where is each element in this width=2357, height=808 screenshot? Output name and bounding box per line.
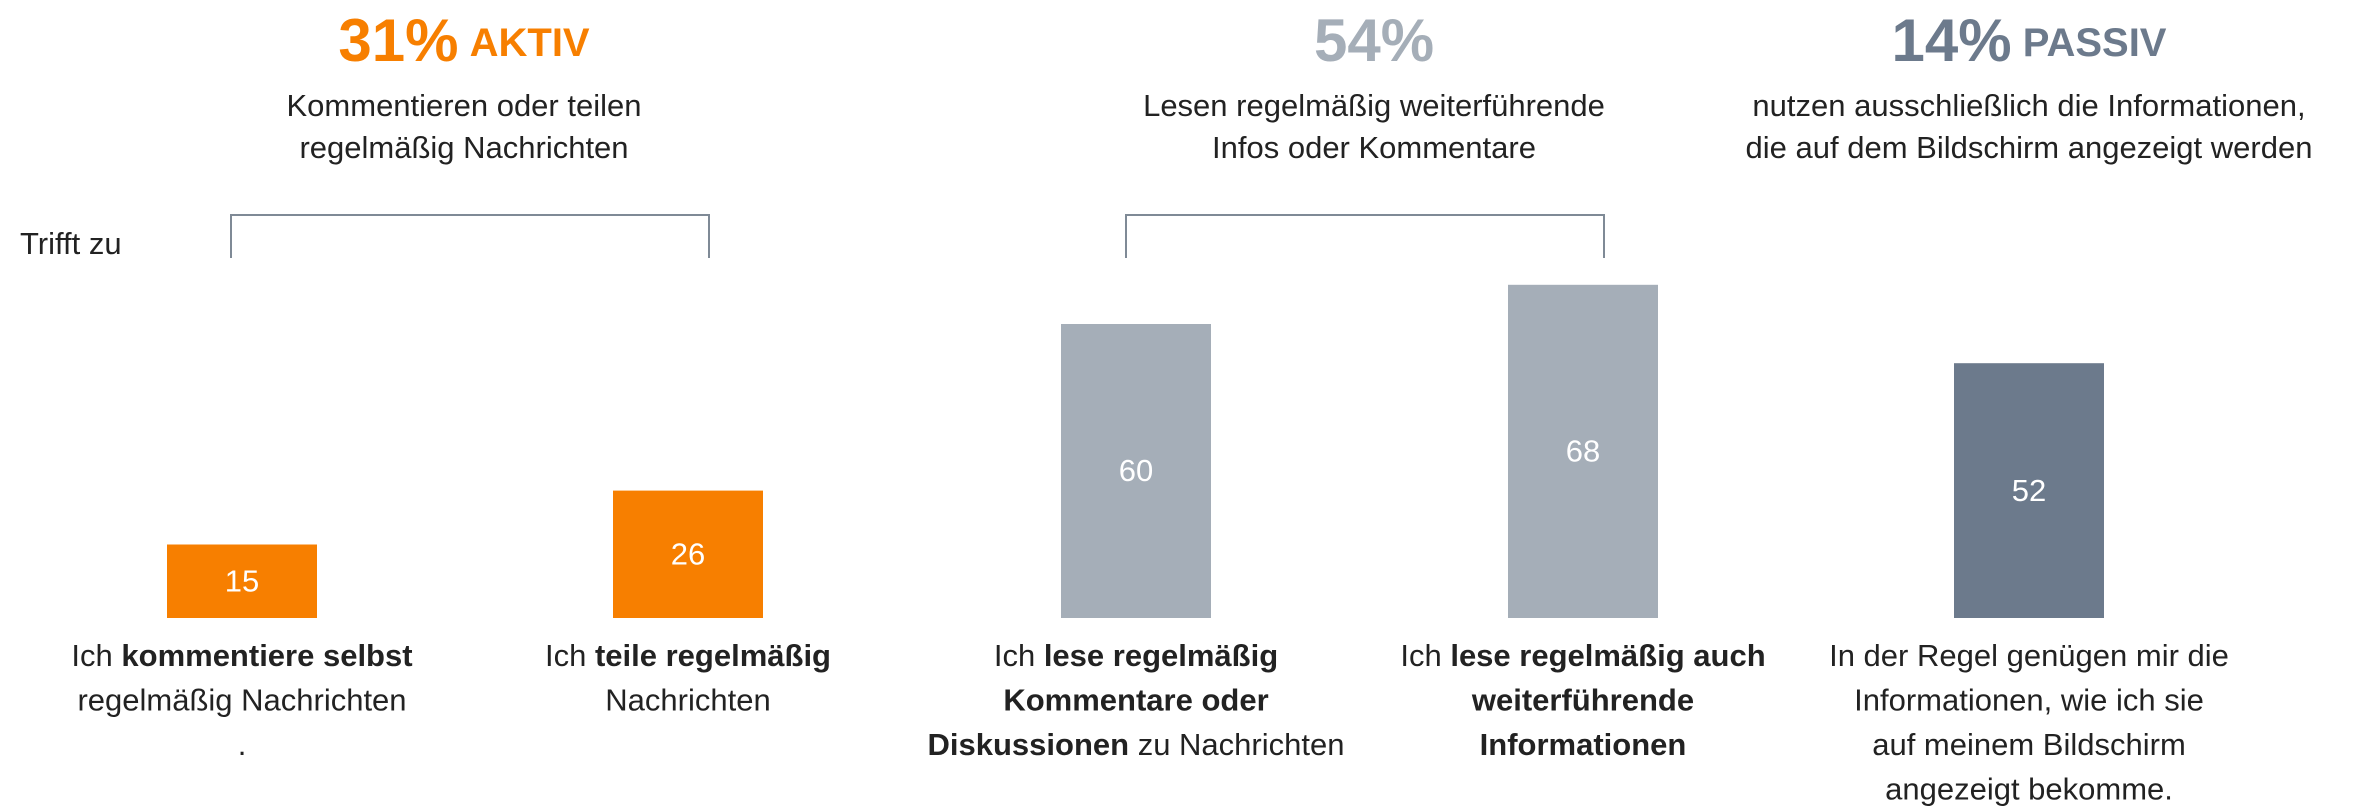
bracket xyxy=(1125,214,1605,258)
category-segment: auf meinem Bildschirm xyxy=(1872,727,2186,762)
group-description: nutzen ausschließlich die Informationen, xyxy=(1752,88,2305,123)
group-header: 54% xyxy=(1314,7,1434,74)
category-segment: zu Nachrichten xyxy=(1129,727,1344,762)
group-value: 31% xyxy=(338,7,458,74)
category-label: . xyxy=(238,727,247,762)
group-label: AKTIV xyxy=(470,21,590,65)
y-label: Trifft zu xyxy=(20,226,122,261)
group-label: PASSIV xyxy=(2023,21,2167,65)
category-label: auf meinem Bildschirm xyxy=(1872,727,2186,762)
category-segment: weiterführende xyxy=(1471,683,1694,718)
category-segment: Ich xyxy=(545,638,595,673)
group-gap xyxy=(458,21,469,65)
category-label: angezeigt bekomme. xyxy=(1885,772,2173,807)
category-label: Informationen, wie ich sie xyxy=(1854,683,2204,718)
value-label: 60 xyxy=(1119,453,1153,488)
group-header: 14% PASSIV xyxy=(1892,7,2167,74)
group-description: Lesen regelmäßig weiterführende xyxy=(1143,88,1605,123)
bar xyxy=(613,490,763,618)
group-gap xyxy=(2012,21,2023,65)
category-segment: Informationen, wie ich sie xyxy=(1854,683,2204,718)
category-label: In der Regel genügen mir die xyxy=(1829,638,2229,673)
category-segment: Ich xyxy=(71,638,121,673)
group-description: regelmäßig Nachrichten xyxy=(299,130,628,165)
category-segment: Ich xyxy=(994,638,1044,673)
category-label: Ich kommentiere selbst xyxy=(71,638,412,673)
value-label: 15 xyxy=(225,563,259,598)
bar xyxy=(167,544,317,618)
category-label: weiterführende xyxy=(1471,683,1694,718)
bar xyxy=(1508,284,1658,618)
group-value: 14% xyxy=(1892,7,2012,74)
category-segment: Diskussionen xyxy=(928,727,1130,762)
bar xyxy=(1061,324,1211,618)
category-label: Nachrichten xyxy=(605,683,770,718)
category-label: Kommentare oder xyxy=(1003,683,1268,718)
category-segment: Nachrichten xyxy=(605,683,770,718)
group-description: Infos oder Kommentare xyxy=(1212,130,1536,165)
group-value: 54% xyxy=(1314,7,1434,74)
category-segment: lese regelmäßig auch xyxy=(1450,638,1765,673)
value-label: 52 xyxy=(2012,473,2046,508)
category-segment: teile regelmäßig xyxy=(595,638,831,673)
category-segment: . xyxy=(238,727,247,762)
category-label: Informationen xyxy=(1480,727,1687,762)
group-header: 31% AKTIV xyxy=(338,7,590,74)
bracket xyxy=(230,214,710,258)
category-segment: Informationen xyxy=(1480,727,1687,762)
category-label: Ich lese regelmäßig auch xyxy=(1400,638,1765,673)
category-label: Diskussionen zu Nachrichten xyxy=(928,727,1345,762)
category-segment: kommentiere selbst xyxy=(121,638,412,673)
category-segment: In der Regel genügen mir die xyxy=(1829,638,2229,673)
bar xyxy=(1954,363,2104,618)
category-segment: Kommentare oder xyxy=(1003,683,1268,718)
category-segment: Ich xyxy=(1400,638,1450,673)
category-segment: regelmäßig Nachrichten xyxy=(77,683,406,718)
category-label: Ich teile regelmäßig xyxy=(545,638,831,673)
category-label: regelmäßig Nachrichten xyxy=(77,683,406,718)
group-description: die auf dem Bildschirm angezeigt werden xyxy=(1746,130,2313,165)
value-label: 26 xyxy=(671,536,705,571)
category-segment: angezeigt bekomme. xyxy=(1885,772,2173,807)
category-label: Ich lese regelmäßig xyxy=(994,638,1278,673)
group-description: Kommentieren oder teilen xyxy=(287,88,642,123)
value-label: 68 xyxy=(1566,434,1600,469)
category-segment: lese regelmäßig xyxy=(1044,638,1278,673)
